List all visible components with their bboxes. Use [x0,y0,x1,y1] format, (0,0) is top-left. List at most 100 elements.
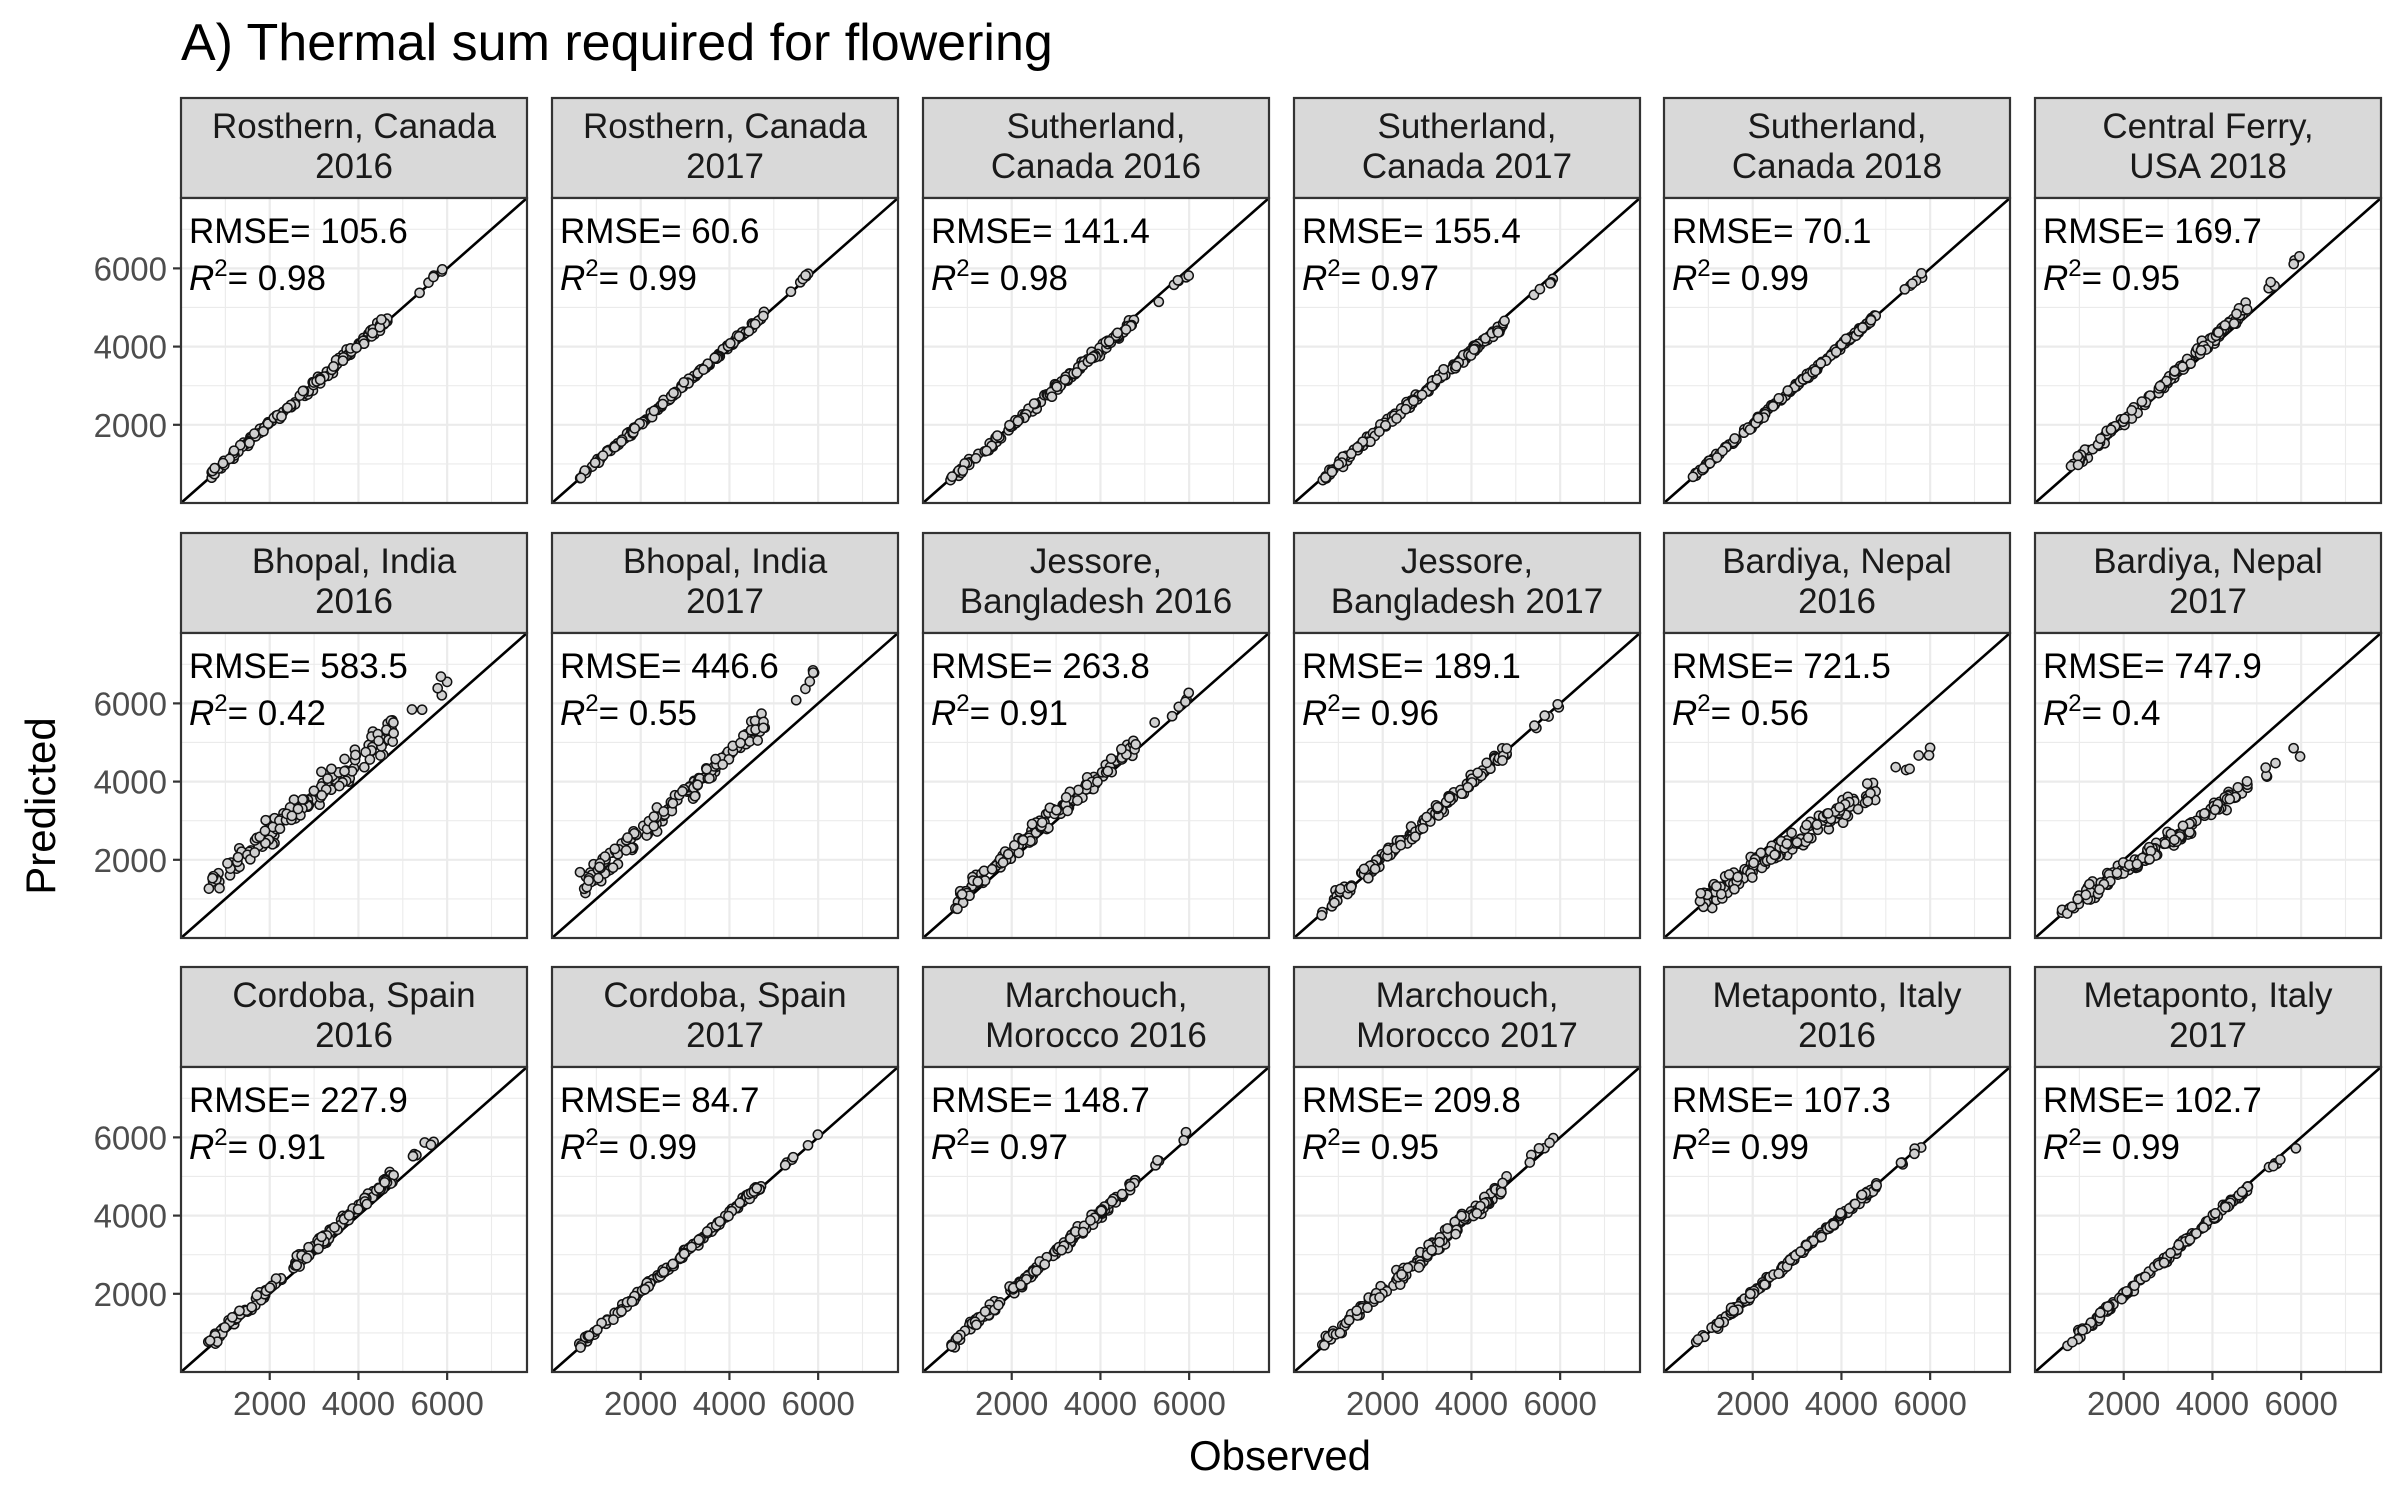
data-point [592,872,604,884]
data-point [1071,367,1083,378]
data-point [1112,327,1123,339]
panel-border [2033,196,2383,505]
data-point [997,857,1009,868]
data-point [2224,793,2236,805]
r2-annotation: R2= 0.99 [1672,1124,1809,1167]
rmse-annotation: RMSE= 227.9 [189,1081,408,1120]
facet-panel: Central Ferry,USA 2018 RMSE= 169.7 R2= 0.9… [2033,96,2383,505]
data-point [1456,788,1468,800]
data-point [779,1159,791,1171]
data-point [1781,838,1793,850]
data-point [2165,1247,2176,1259]
data-point [351,342,362,354]
y-tick-label: 2000 [94,842,167,879]
data-point [1095,1205,1107,1217]
facet-panel: Sutherland,Canada 2017 RMSE= 155.4 R2= 0.9… [1292,96,1642,505]
strip-label: Bangladesh 2016 [960,582,1232,621]
rmse-annotation: RMSE= 70.1 [1672,212,1871,251]
data-point [2219,319,2231,331]
data-point [1036,817,1048,828]
data-point [1822,808,1834,819]
strip-label: 2016 [315,582,393,621]
data-point [991,430,1003,441]
strip-label: Canada 2018 [1732,147,1942,186]
data-point [1692,1334,1704,1345]
data-point [1782,385,1794,396]
data-point [1895,1157,1907,1169]
data-point [1852,803,1864,815]
data-point [2274,1154,2286,1165]
facet-strip [1662,965,2012,1069]
data-point [2158,1257,2170,1269]
data-point [701,1226,713,1237]
data-point [1434,1236,1445,1248]
data-point [1769,849,1781,861]
facet-strip [550,531,900,635]
data-point [1711,880,1722,892]
data-point [1105,753,1117,765]
facet-strip [1292,965,1642,1069]
panel-border [179,631,529,940]
data-point [1715,888,1727,900]
data-point [1362,1302,1373,1314]
data-point [1092,776,1103,788]
data-point [1468,344,1480,355]
data-point [2210,1207,2221,1219]
data-point [1497,1177,1508,1189]
data-point [1801,1239,1812,1251]
data-point [1004,419,1015,431]
identity-line [551,632,899,939]
y-tick-label: 4000 [94,764,167,801]
data-point [1062,805,1073,817]
data-point [1834,802,1845,813]
data-point [986,863,998,875]
data-point [376,314,387,325]
data-point [1116,743,1127,755]
facet-strip [2033,96,2383,200]
data-point [1085,1215,1096,1226]
data-point [2116,1293,2128,1305]
data-point [724,337,736,349]
data-point [807,667,819,678]
data-point [367,327,378,339]
data-point [276,411,287,422]
data-point [1746,872,1758,883]
strip-label: Sutherland, [1747,107,1926,146]
x-tick-label: 4000 [1435,1385,1508,1422]
panel-border [550,196,900,505]
facet-panel: Marchouch,Morocco 2016 RMSE= 148.7 R2= 0.9… [921,965,1271,1422]
r2-annotation: R2= 0.97 [931,1124,1068,1167]
panel-border [1292,631,1642,940]
data-point [2077,1324,2088,1336]
facet-panel: Marchouch,Morocco 2017 RMSE= 209.8 R2= 0.9… [1292,965,1642,1422]
data-point [981,445,992,457]
data-point [2231,308,2242,320]
data-point [379,1177,391,1188]
data-point [1408,395,1419,407]
data-point [1828,1219,1839,1231]
data-point [209,462,221,474]
data-point [1183,270,1195,281]
data-point [1687,471,1699,483]
x-tick-label: 6000 [2264,1385,2337,1422]
data-point [2072,893,2084,905]
data-point [804,676,816,687]
data-point [757,310,769,322]
strip-label: 2017 [686,1016,764,1055]
data-point [946,1340,957,1352]
data-point [2072,459,2084,471]
data-point [407,1150,419,1162]
data-point [946,471,958,482]
data-point [956,888,968,900]
y-tick-label: 4000 [94,329,167,366]
strip-label: Marchouch, [1005,976,1188,1015]
data-point [435,671,447,682]
data-point [1871,1180,1882,1191]
panel-border [179,196,529,505]
data-point [785,286,797,298]
strip-label: Bhopal, India [252,542,457,581]
data-point [1152,1154,1163,1166]
data-point [432,682,444,694]
